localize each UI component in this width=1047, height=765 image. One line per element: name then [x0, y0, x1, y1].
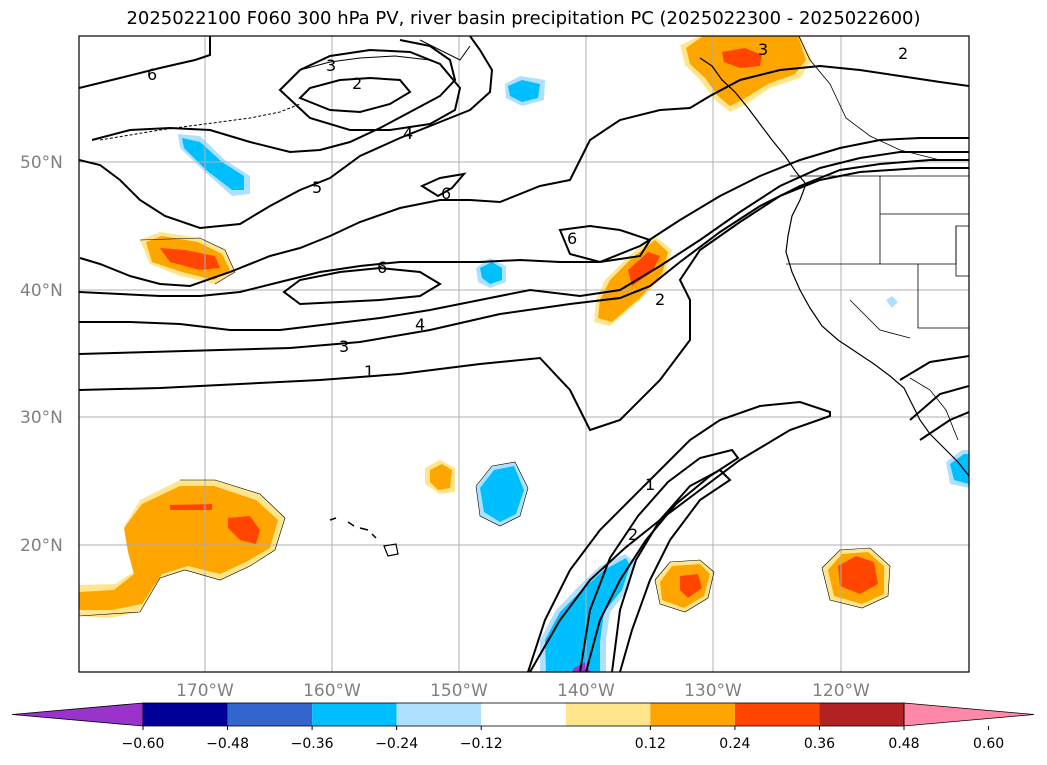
colorbar-tick-label: −0.24 — [375, 736, 418, 752]
strong-positive-anomaly-shade — [722, 48, 762, 68]
lon-label-160w: 160°W — [303, 681, 361, 701]
strong-positive-anomaly-shade — [838, 556, 878, 594]
colorbar-swatch — [227, 703, 313, 726]
strong-positive-anomaly-shade — [170, 504, 212, 510]
negative-anomaly-shade — [182, 138, 244, 190]
colorbar-tick-label: 0.12 — [635, 736, 666, 752]
colorbar-extend-low — [11, 702, 144, 727]
colorbar-swatch — [565, 703, 651, 726]
colorbar-tick-label: 0.36 — [804, 736, 835, 752]
longitude-labels: 170°W 160°W 150°W 140°W 130°W 120°W — [176, 681, 870, 701]
contour-label: 1 — [364, 362, 374, 381]
coastlines — [99, 36, 969, 557]
colorbar-tick-label: −0.12 — [460, 736, 503, 752]
colorbar-swatch — [734, 703, 820, 726]
colorbar-tick-label: −0.36 — [291, 736, 334, 752]
lon-label-170w: 170°W — [176, 681, 234, 701]
map-title: 2025022100 F060 300 hPa PV, river basin … — [126, 8, 921, 29]
colorbar-swatch — [143, 703, 228, 726]
contour-label: 6 — [377, 258, 387, 277]
colorbar-tick-label: −0.60 — [122, 736, 165, 752]
lon-label-120w: 120°W — [812, 681, 870, 701]
colorbar-swatch — [312, 703, 397, 726]
graticule — [79, 36, 969, 672]
negative-anomaly-shade — [508, 80, 540, 102]
strong-positive-anomaly-shade — [628, 252, 660, 286]
strong-positive-anomaly-shade — [228, 516, 260, 544]
positive-anomaly-shade — [686, 36, 806, 106]
colorbar-tick-label: 0.48 — [888, 736, 919, 752]
contour-label: 3 — [758, 40, 768, 59]
pv-contours — [79, 36, 969, 672]
colorbar-frame — [142, 702, 905, 727]
contour-label: 6 — [147, 65, 157, 84]
negative-anomaly-shade — [480, 466, 524, 522]
map-plot-area: 6 3 2 4 5 6 6 6 4 3 1 2 1 2 3 2 — [79, 36, 969, 672]
latitude-labels: 50°N 40°N 30°N 20°N — [20, 153, 63, 556]
colorbar-tick-label: 0.60 — [973, 736, 1004, 752]
contour-label: 2 — [628, 525, 638, 544]
positive-anomaly-shade — [79, 486, 278, 610]
lon-label-140w: 140°W — [557, 681, 615, 701]
contour-label: 3 — [339, 337, 349, 356]
shade-outlines — [79, 237, 891, 617]
lat-label-20n: 20°N — [20, 536, 63, 556]
contour-label: 2 — [655, 290, 665, 309]
negative-anomaly-shade — [480, 262, 502, 284]
lon-label-130w: 130°W — [684, 681, 742, 701]
negative-anomaly-shade — [950, 454, 969, 484]
precip-shading — [79, 36, 969, 672]
positive-anomaly-shade — [430, 464, 452, 490]
negative-anomaly-shade — [886, 296, 898, 308]
contour-label: 5 — [312, 178, 322, 197]
contour-labels: 6 3 2 4 5 6 6 6 4 3 1 2 1 2 3 2 — [147, 40, 908, 544]
colorbar-tick-label: 0.24 — [719, 736, 750, 752]
negative-anomaly-shade — [545, 558, 630, 672]
colorbar-swatch — [481, 703, 566, 726]
colorbar-tick-label: −0.48 — [206, 736, 249, 752]
contour-label: 1 — [645, 475, 655, 494]
contour-label: 4 — [403, 124, 413, 143]
colorbar-swatch — [650, 703, 735, 726]
contour-label: 2 — [352, 74, 362, 93]
lon-label-150w: 150°W — [430, 681, 488, 701]
strong-positive-anomaly-shade — [680, 574, 702, 598]
colorbar: −0.60 −0.48 −0.36 −0.24 −0.12 0.12 0.24 0.36 0.4… — [11, 702, 1035, 752]
colorbar-extend-high — [903, 702, 1035, 727]
contour-label: 3 — [326, 56, 336, 75]
colorbar-swatch — [396, 703, 482, 726]
contour-label: 2 — [898, 44, 908, 63]
lat-label-50n: 50°N — [20, 153, 63, 173]
contour-label: 6 — [441, 184, 451, 203]
contour-label: 4 — [415, 315, 425, 334]
lat-label-30n: 30°N — [20, 408, 63, 428]
map-frame — [78, 35, 970, 673]
colorbar-swatch — [819, 703, 904, 726]
contour-label: 6 — [567, 229, 577, 248]
lat-label-40n: 40°N — [20, 281, 63, 301]
